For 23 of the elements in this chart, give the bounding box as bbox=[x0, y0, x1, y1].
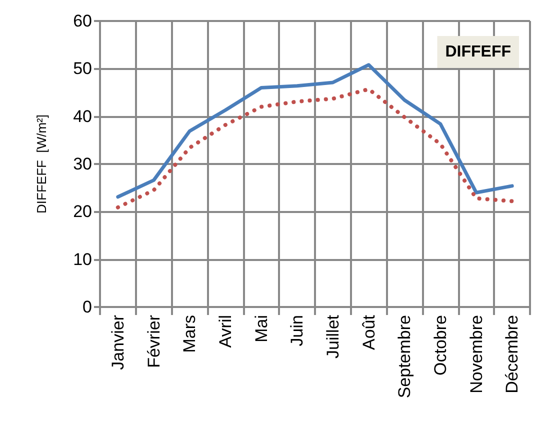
y-tick-label: 40 bbox=[73, 106, 92, 126]
x-tick-label: Août bbox=[359, 314, 378, 350]
x-tick-label: Septembre bbox=[395, 315, 414, 398]
y-tick-label: 50 bbox=[73, 59, 92, 78]
line-series bbox=[116, 87, 514, 210]
y-tick-label: 10 bbox=[73, 250, 92, 269]
x-tick-label: Mai bbox=[252, 315, 271, 342]
x-tick-label: Novembre bbox=[466, 315, 486, 394]
x-tick-label: Février bbox=[144, 314, 164, 368]
annotation: DIFFEFF bbox=[445, 44, 512, 60]
x-tick-label: Mars bbox=[180, 315, 200, 353]
x-tick-label: Décembre bbox=[502, 315, 522, 394]
y-tick-label: 0 bbox=[82, 298, 92, 316]
y-tick-label: 30 bbox=[73, 154, 92, 174]
x-tick-label: Juin bbox=[288, 315, 307, 346]
x-tick-label: Octobre bbox=[430, 315, 450, 376]
y-tick-label: 20 bbox=[73, 202, 92, 222]
y-axis-title: DIFFEFF [W/m²] bbox=[34, 114, 49, 214]
line-series bbox=[116, 63, 514, 199]
y-tick-label: 60 bbox=[73, 12, 92, 30]
x-tick-label: Juillet bbox=[323, 314, 342, 358]
x-tick-label: Janvier bbox=[108, 314, 128, 370]
x-tick-label: Avril bbox=[216, 315, 235, 348]
